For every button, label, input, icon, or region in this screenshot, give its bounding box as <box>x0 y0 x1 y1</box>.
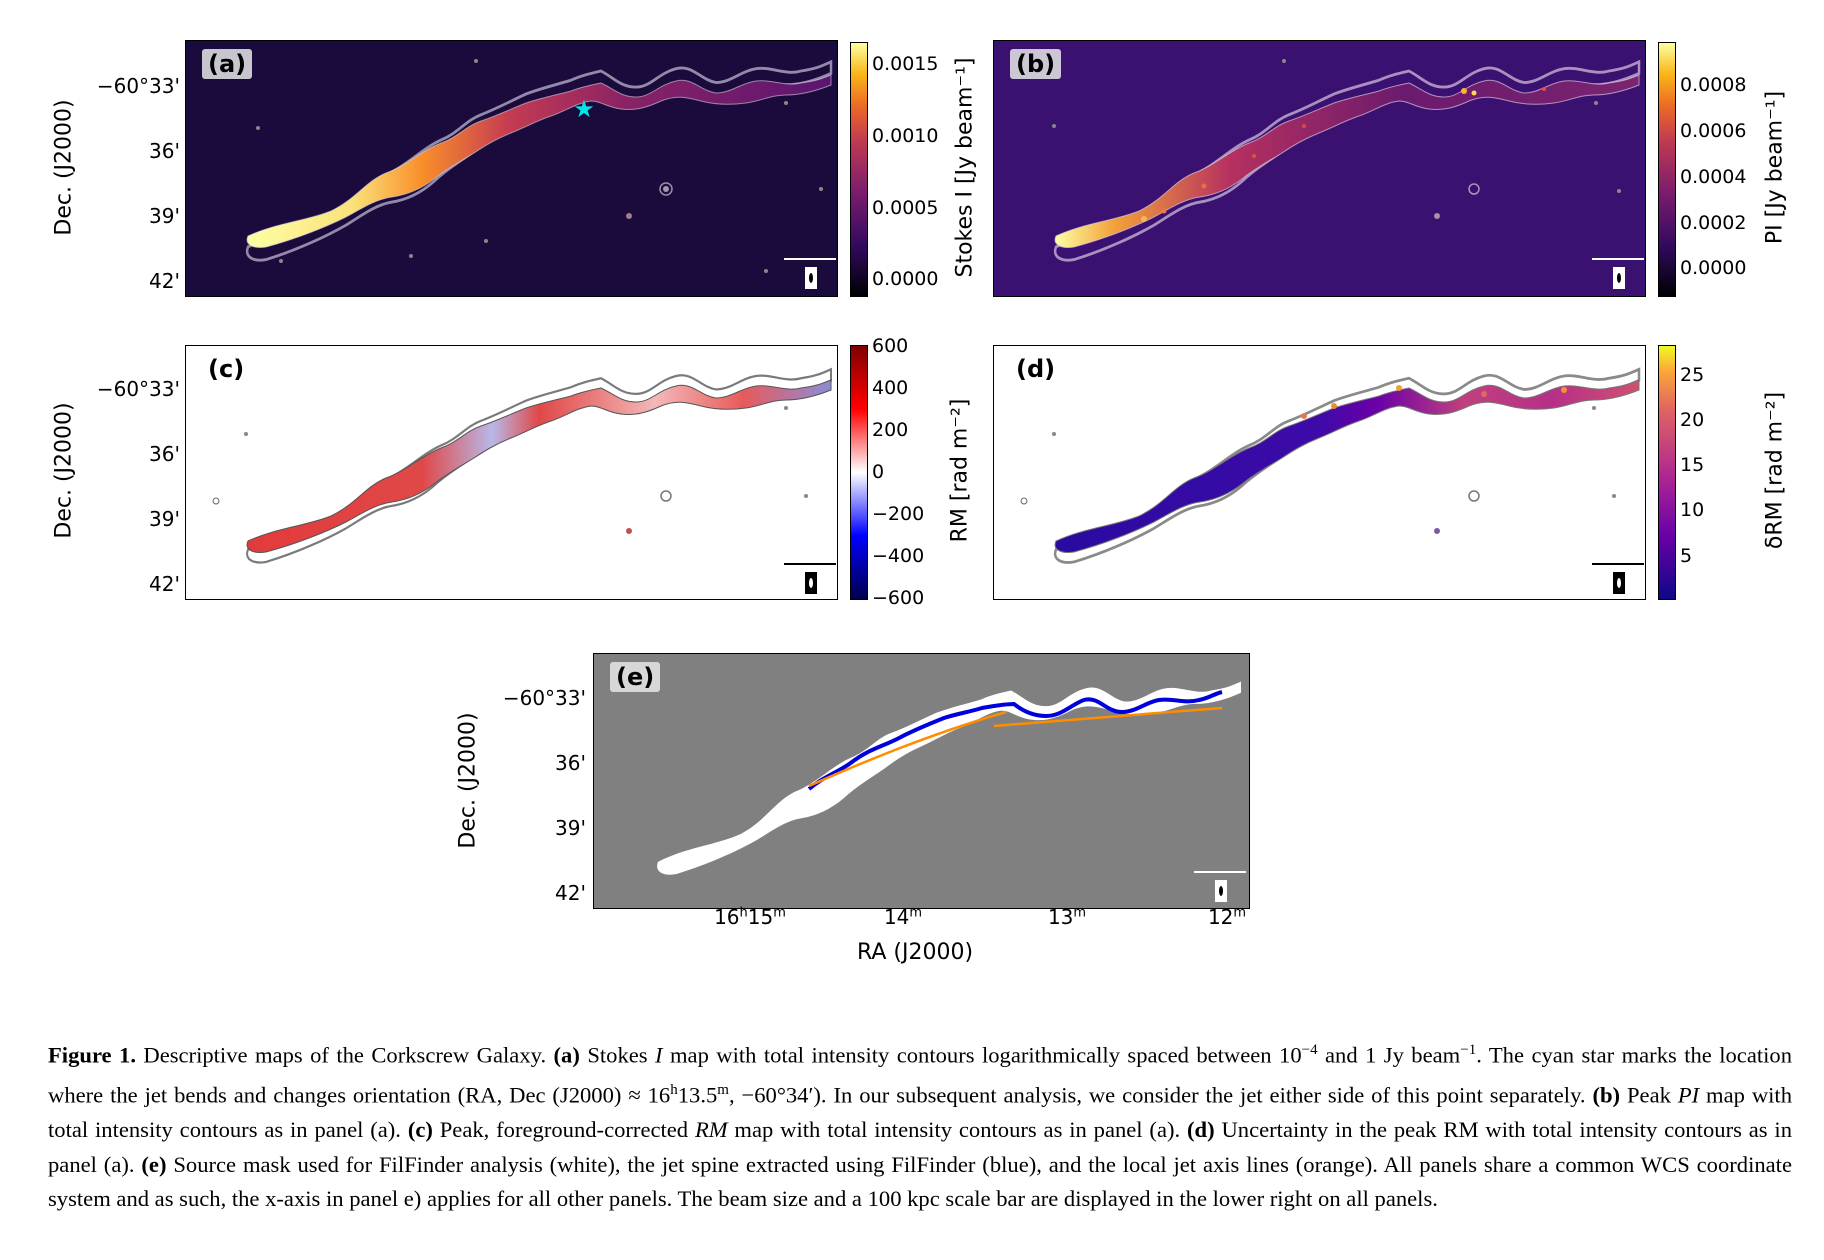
panel-a-stokes-i-map: ★ (a) <box>185 40 838 297</box>
panel-b-pi-map: (b) <box>993 40 1646 297</box>
ytick-c-3: 39' <box>149 507 180 531</box>
bend-star-marker: ★ <box>573 95 595 123</box>
cbar-d-tick-1: 25 <box>1680 364 1705 386</box>
ytick-e-2: 36' <box>555 751 586 775</box>
cbar-b-tick-2: 0.0006 <box>1680 120 1747 142</box>
cbar-d-tick-2: 20 <box>1680 409 1705 431</box>
colorbar-b-label: PI [Jy beam⁻¹] <box>1762 90 1788 245</box>
y-axis-label-c: Dec. (J2000) <box>51 402 77 539</box>
panel-a-label: (a) <box>202 49 253 79</box>
panel-e-label: (e) <box>610 662 661 692</box>
panel-c-rm-map: (c) <box>185 345 838 600</box>
cbar-a-tick-3: 0.0005 <box>872 197 939 219</box>
ytick-e-1: −60°33' <box>502 686 586 710</box>
ytick-c-1: −60°33' <box>96 377 180 401</box>
panel-e-mask-image <box>657 681 1246 902</box>
cbar-d-tick-4: 10 <box>1680 499 1705 521</box>
y-axis-label-e: Dec. (J2000) <box>455 712 481 849</box>
ytick-e-4: 42' <box>555 881 586 905</box>
xtick-1: 16h15m <box>714 905 786 929</box>
ytick-a-1: −60°33' <box>96 74 180 98</box>
cbar-c-tick-5: −200 <box>872 503 925 525</box>
panel-d-jet-image <box>1020 367 1644 594</box>
jet-spine-line <box>807 690 1223 791</box>
cbar-a-tick-1: 0.0015 <box>872 53 939 75</box>
panel-a-jet-image: ★ <box>245 59 836 289</box>
cbar-b-tick-5: 0.0000 <box>1680 257 1747 279</box>
panel-e-filfinder-mask: (e) <box>593 653 1250 909</box>
jet-axis-line-2 <box>993 706 1223 728</box>
cbar-c-tick-2: 400 <box>872 377 909 399</box>
cbar-b-tick-3: 0.0004 <box>1680 166 1747 188</box>
ytick-e-3: 39' <box>555 816 586 840</box>
ytick-a-3: 39' <box>149 204 180 228</box>
ytick-a-2: 36' <box>149 139 180 163</box>
jet-axis-line-1 <box>808 710 1007 788</box>
panel-d-label: (d) <box>1016 355 1056 383</box>
panel-c-label: (c) <box>208 355 245 383</box>
cbar-c-tick-3: 200 <box>872 419 909 441</box>
cbar-d-tick-5: 5 <box>1680 545 1693 567</box>
cbar-c-tick-1: 600 <box>872 335 909 357</box>
colorbar-a <box>850 42 868 297</box>
xtick-2: 14m <box>883 905 923 929</box>
colorbar-a-label: Stokes I [Jy beam⁻¹] <box>952 57 978 278</box>
y-axis-label-a: Dec. (J2000) <box>51 99 77 236</box>
xtick-4: 12m <box>1207 905 1247 929</box>
x-axis-label: RA (J2000) <box>856 940 974 965</box>
panel-c-jet-image <box>212 368 836 594</box>
cbar-c-tick-7: −600 <box>872 587 925 609</box>
cbar-a-tick-2: 0.0010 <box>872 125 939 147</box>
colorbar-b <box>1658 42 1676 297</box>
ytick-c-4: 42' <box>149 572 180 596</box>
colorbar-c <box>850 345 868 600</box>
colorbar-d <box>1658 345 1676 600</box>
xtick-3: 13m <box>1047 905 1087 929</box>
cbar-d-tick-3: 15 <box>1680 454 1705 476</box>
cbar-a-tick-4: 0.0000 <box>872 268 939 290</box>
cbar-b-tick-4: 0.0002 <box>1680 212 1747 234</box>
panel-d-rm-uncertainty-map: (d) <box>993 345 1646 600</box>
ytick-a-4: 42' <box>149 269 180 293</box>
cbar-b-tick-1: 0.0008 <box>1680 74 1747 96</box>
panel-b-label: (b) <box>1010 49 1062 79</box>
colorbar-c-label: RM [rad m⁻²] <box>947 398 973 543</box>
figure-caption: Figure 1. Descriptive maps of the Corksc… <box>48 1042 1793 1212</box>
cbar-c-tick-4: 0 <box>872 461 885 483</box>
colorbar-d-label: δRM [rad m⁻²] <box>1762 391 1788 550</box>
panel-b-jet-image <box>1052 59 1644 289</box>
ytick-c-2: 36' <box>149 442 180 466</box>
cbar-c-tick-6: −400 <box>872 545 925 567</box>
